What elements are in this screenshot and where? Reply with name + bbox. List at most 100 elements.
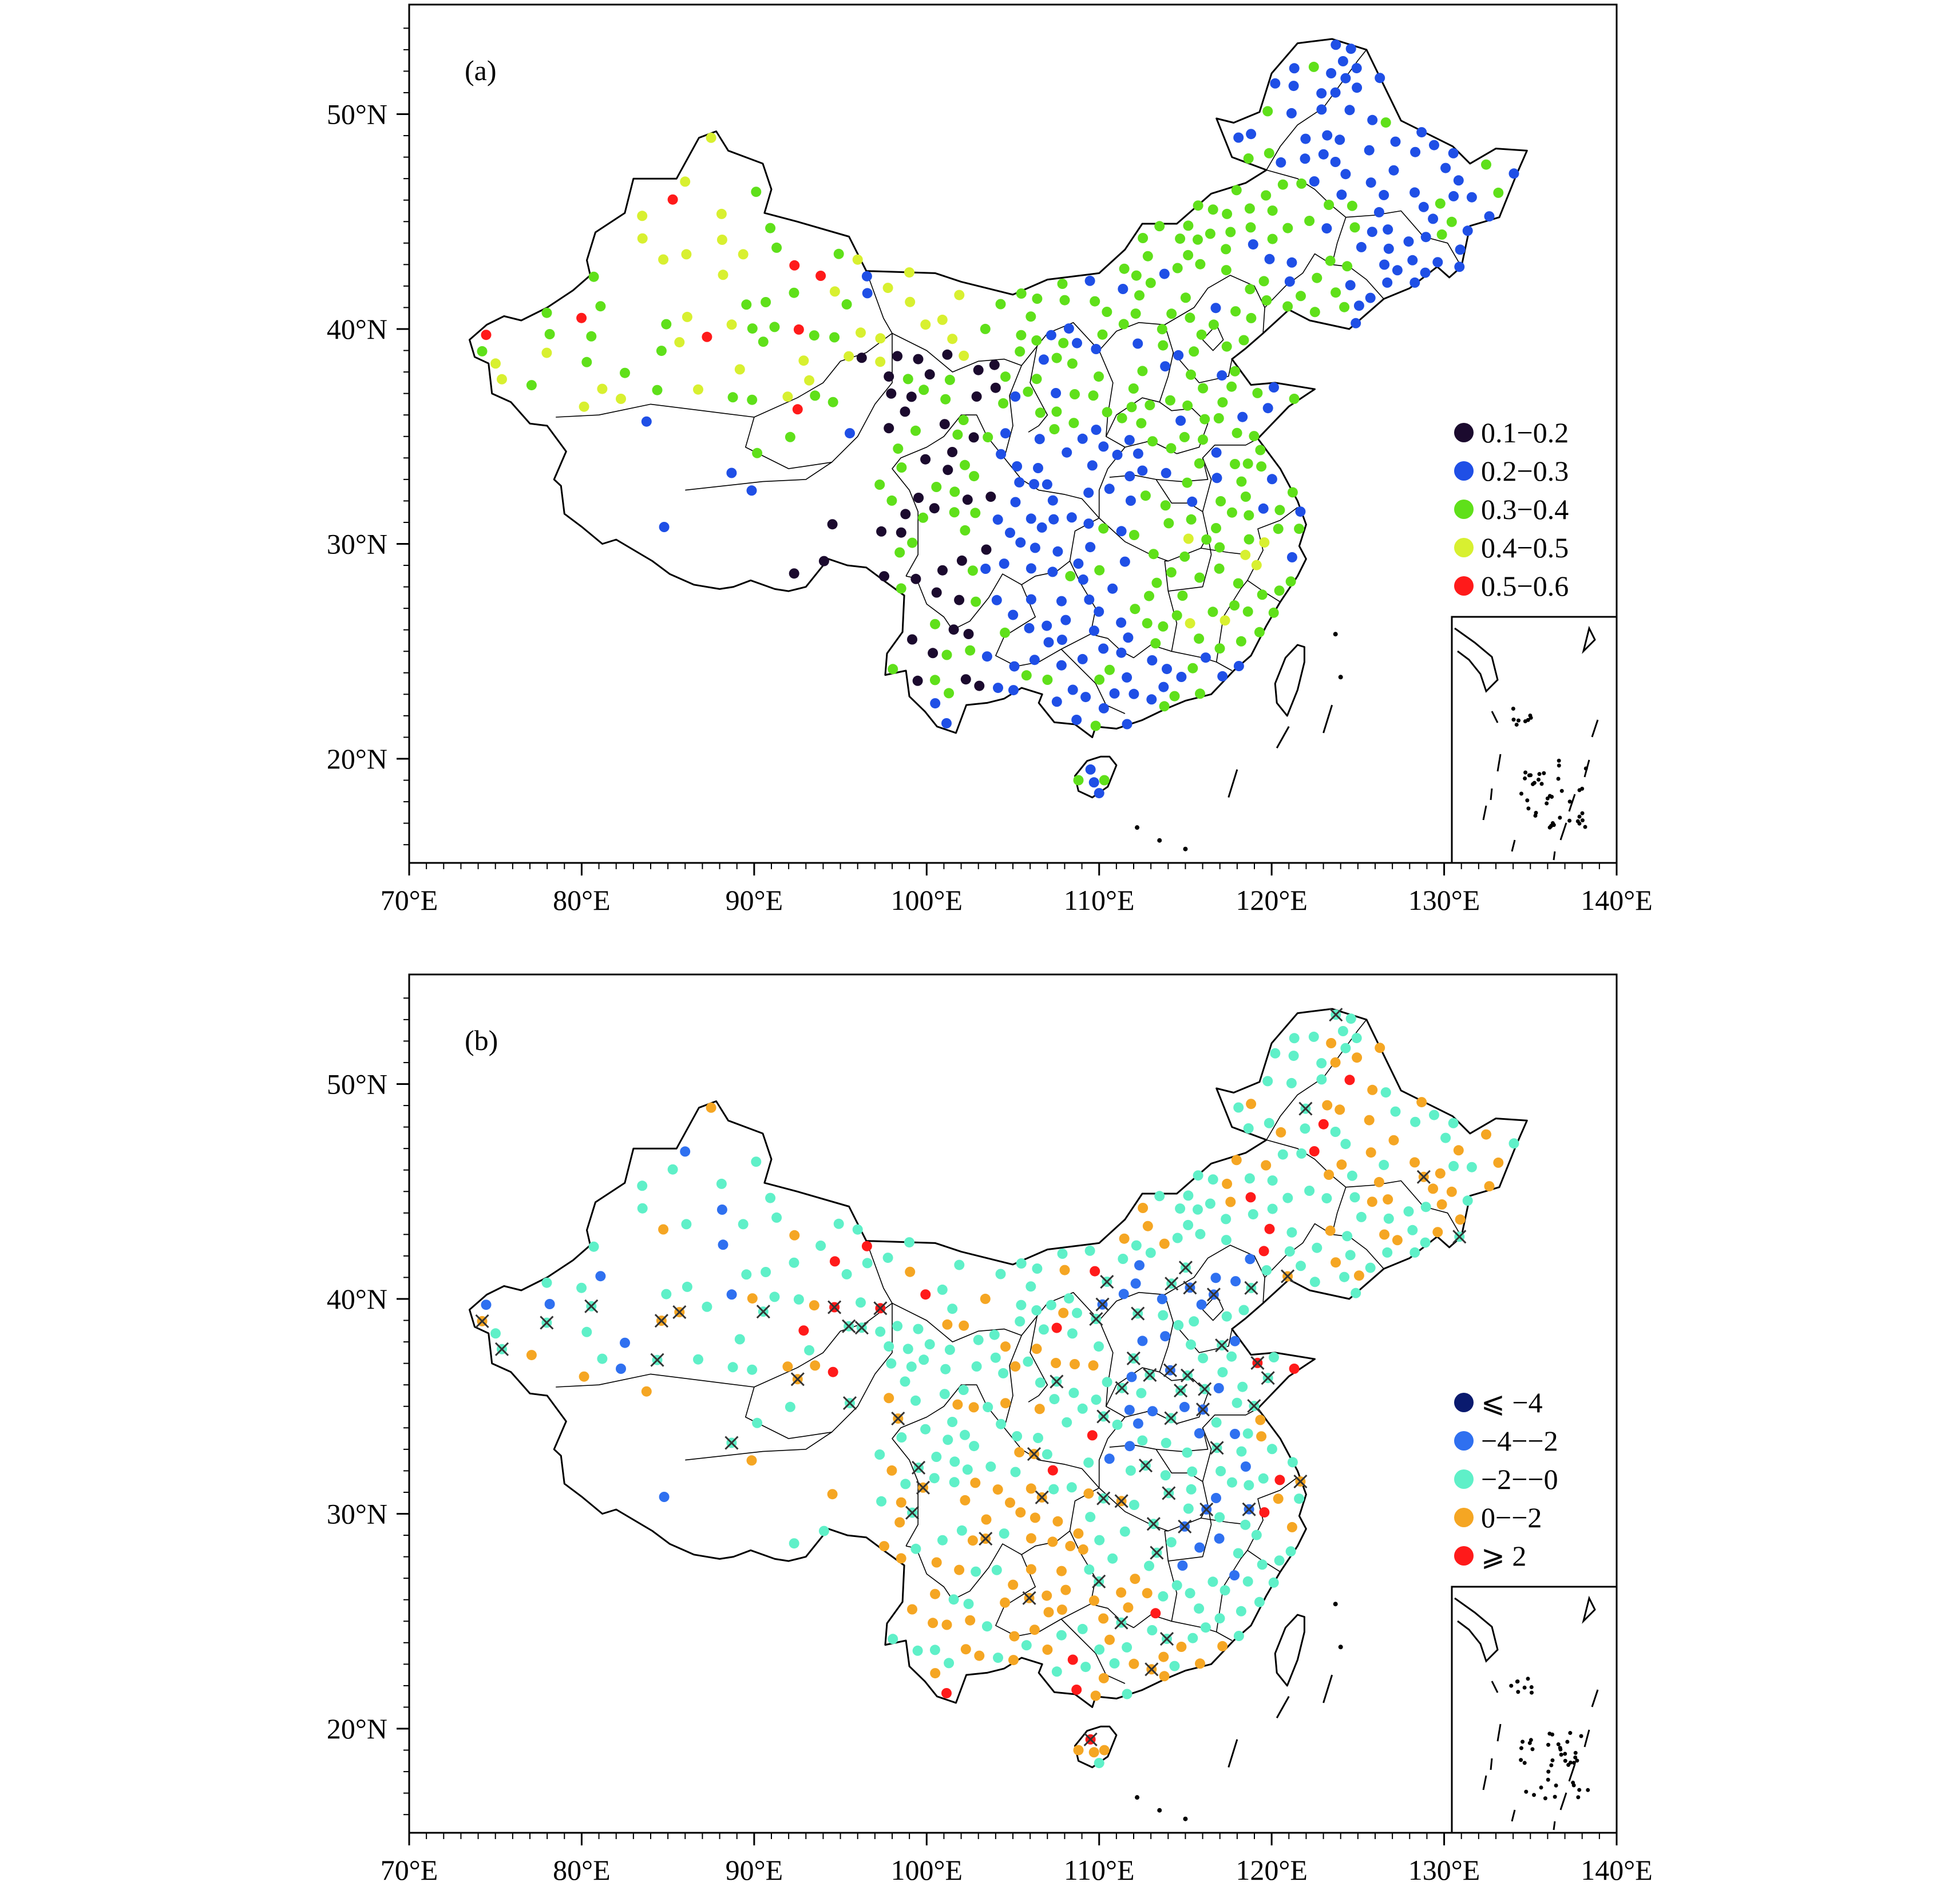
significance-cross [650, 1353, 664, 1367]
station-marker [1455, 1214, 1466, 1225]
station-marker [944, 1658, 955, 1669]
station-marker [1130, 1574, 1141, 1584]
island-dot [1183, 846, 1188, 851]
significance-cross [1164, 1411, 1178, 1425]
station-marker [1365, 1147, 1376, 1158]
inset-island [1579, 1734, 1583, 1738]
province-boundary [745, 1386, 832, 1439]
station-marker [1194, 1603, 1205, 1614]
station-marker [1428, 213, 1439, 224]
station-marker [1383, 243, 1394, 254]
station-marker [944, 1344, 955, 1355]
station-marker [1318, 1119, 1329, 1130]
station-marker [884, 1393, 894, 1404]
station-marker [968, 432, 979, 443]
station-marker [1225, 1196, 1236, 1207]
station-marker [716, 235, 727, 245]
station-marker [1261, 190, 1272, 201]
inset-island [1527, 773, 1531, 778]
station-marker [1351, 63, 1362, 74]
station-marker [1159, 701, 1170, 712]
station-marker [1448, 191, 1459, 201]
station-marker [990, 382, 1001, 393]
station-marker [1435, 198, 1446, 209]
station-marker [1285, 576, 1296, 587]
station-marker [924, 1339, 935, 1350]
station-marker [968, 1402, 979, 1413]
station-marker [1410, 146, 1421, 157]
station-marker [1364, 1115, 1375, 1126]
significance-cross [1183, 1281, 1197, 1295]
station-marker [1226, 507, 1237, 518]
lat-tick-label: 30°N [327, 528, 387, 560]
station-marker [1229, 1570, 1240, 1580]
station-marker [937, 1535, 948, 1546]
significance-cross [1131, 1306, 1145, 1321]
station-marker [1051, 1666, 1062, 1677]
station-marker [1066, 1482, 1077, 1493]
station-marker [1466, 1162, 1477, 1172]
station-marker [706, 132, 716, 143]
station-marker [920, 1289, 931, 1300]
station-marker [1274, 1555, 1285, 1566]
province-boundary [1124, 1372, 1209, 1424]
station-marker [993, 683, 1003, 694]
inset-dash [1583, 759, 1590, 778]
station-marker [1085, 542, 1096, 553]
station-marker [931, 482, 942, 492]
inset-island [1576, 1795, 1581, 1800]
station-marker [989, 359, 1000, 370]
station-marker [924, 369, 935, 380]
station-marker [616, 1364, 626, 1374]
station-marker [981, 651, 992, 662]
station-marker [941, 1619, 952, 1630]
province-boundary [1124, 402, 1209, 454]
station-marker [1245, 284, 1256, 295]
station-marker [1129, 530, 1139, 540]
station-marker [949, 486, 960, 497]
station-marker [1098, 441, 1109, 452]
station-marker [1104, 1634, 1115, 1645]
station-marker [1286, 257, 1297, 268]
station-marker [941, 1688, 952, 1698]
station-marker [1083, 488, 1094, 498]
station-marker [1094, 1535, 1105, 1546]
station-marker [1390, 136, 1401, 147]
station-marker [1056, 635, 1067, 645]
panel-b-legend: ⩽ −4 −4−−2 −2−−0 0−−2 ⩾ 2 [1454, 1386, 1558, 1572]
station-marker [1080, 692, 1091, 703]
station-marker [544, 329, 555, 339]
inset-island [1553, 1794, 1557, 1799]
significance-cross [756, 1305, 770, 1319]
station-marker [1246, 1099, 1257, 1110]
station-marker [965, 645, 976, 656]
station-marker [1193, 234, 1203, 245]
station-marker [1264, 1118, 1274, 1128]
station-marker [1009, 661, 1020, 672]
station-marker [1379, 1229, 1390, 1240]
station-marker [1173, 350, 1184, 360]
significance-cross [1096, 1409, 1111, 1424]
station-marker [641, 1386, 652, 1397]
station-marker [1182, 477, 1193, 488]
station-marker [1230, 1429, 1240, 1439]
station-marker [747, 394, 758, 405]
station-marker [1286, 108, 1297, 118]
station-marker [1059, 295, 1070, 306]
inset-dash [1559, 822, 1567, 841]
station-marker [1284, 1246, 1295, 1257]
station-marker [941, 718, 952, 728]
significance-cross [1244, 1281, 1258, 1295]
inset-island [1539, 1785, 1543, 1790]
station-marker [1221, 341, 1232, 352]
station-marker [1088, 625, 1099, 636]
significance-cross [1206, 1287, 1221, 1302]
station-marker [1356, 1211, 1367, 1222]
station-marker [490, 1328, 501, 1339]
station-marker [1211, 473, 1222, 484]
station-marker [1195, 259, 1206, 270]
station-marker [1339, 1271, 1350, 1282]
lat-tick-label: 50°N [327, 1068, 387, 1100]
station-marker [1042, 1449, 1052, 1460]
station-marker [930, 619, 940, 629]
